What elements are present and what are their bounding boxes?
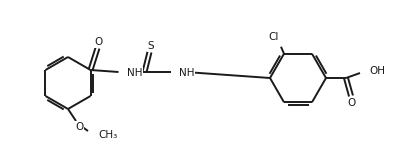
Text: CH₃: CH₃	[98, 130, 117, 140]
Text: S: S	[147, 41, 154, 51]
Text: Cl: Cl	[269, 32, 279, 42]
Text: NH: NH	[126, 68, 142, 78]
Text: OH: OH	[369, 66, 385, 76]
Text: O: O	[95, 37, 103, 47]
Text: O: O	[75, 122, 83, 132]
Text: O: O	[348, 98, 356, 108]
Text: NH: NH	[179, 68, 194, 78]
